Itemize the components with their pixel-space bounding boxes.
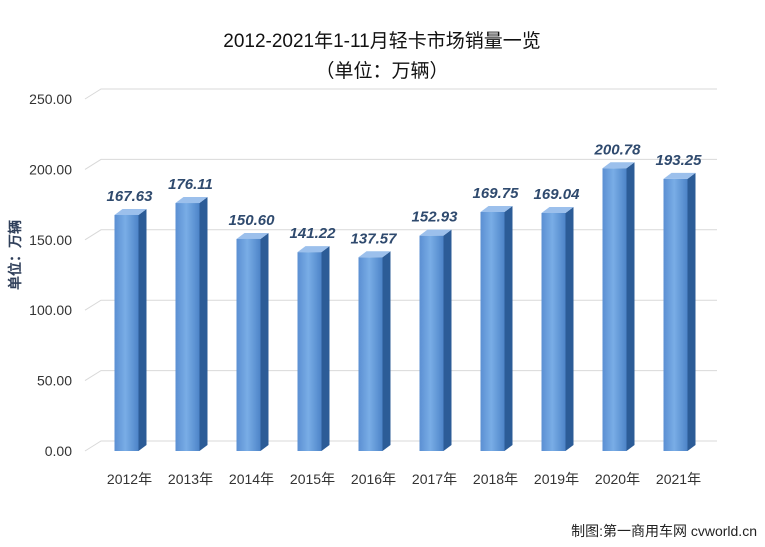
bar bbox=[236, 232, 269, 451]
y-tick-label: 200.00 bbox=[29, 161, 72, 177]
bar-top-face bbox=[480, 205, 513, 212]
bar bbox=[175, 197, 208, 451]
data-label: 193.25 bbox=[656, 152, 703, 169]
bar-front-face bbox=[358, 257, 383, 451]
y-tick-label: 250.00 bbox=[29, 91, 72, 107]
y-tick-label: 150.00 bbox=[29, 232, 72, 248]
y-axis-label: 单位：万辆 bbox=[7, 220, 23, 290]
bar-series bbox=[114, 162, 696, 452]
bar-front-face bbox=[541, 212, 566, 451]
bar-side-face bbox=[443, 229, 452, 451]
bar-front-face bbox=[480, 211, 505, 451]
bar-front-face bbox=[602, 168, 627, 451]
bar-top-face bbox=[297, 246, 330, 253]
data-labels: 167.63 176.11 150.60 141.22 137.57 152.93 169.… bbox=[107, 141, 703, 247]
data-label: 150.60 bbox=[229, 212, 276, 229]
bar-top-face bbox=[602, 162, 635, 169]
x-tick-label: 2017年 bbox=[412, 471, 457, 487]
bar-top-face bbox=[358, 251, 391, 258]
x-tick-label: 2016年 bbox=[351, 471, 396, 487]
y-tick-label: 50.00 bbox=[37, 373, 72, 389]
data-label: 141.22 bbox=[290, 225, 337, 242]
bar-front-face bbox=[114, 214, 139, 451]
y-tick-label: 0.00 bbox=[45, 443, 72, 459]
y-tick-label: 100.00 bbox=[29, 302, 72, 318]
bar-side-face bbox=[260, 232, 269, 451]
gridline bbox=[84, 88, 717, 100]
x-tick-label: 2018年 bbox=[473, 471, 518, 487]
data-label: 200.78 bbox=[594, 141, 642, 158]
bar bbox=[541, 206, 574, 451]
source-note: 制图:第一商用车网 cvworld.cn bbox=[571, 523, 757, 539]
data-label: 152.93 bbox=[412, 209, 459, 226]
x-tick-label: 2019年 bbox=[534, 471, 579, 487]
x-tick-label: 2020年 bbox=[595, 471, 640, 487]
bar-front-face bbox=[236, 238, 261, 451]
data-label: 169.04 bbox=[534, 186, 581, 203]
bar-side-face bbox=[687, 172, 696, 452]
data-label: 169.75 bbox=[473, 185, 520, 202]
gridline bbox=[84, 158, 717, 170]
bar-side-face bbox=[626, 162, 635, 451]
bar-side-face bbox=[199, 197, 208, 451]
bar-side-face bbox=[504, 205, 513, 451]
bar-front-face bbox=[175, 203, 200, 451]
bar-top-face bbox=[663, 172, 696, 179]
bar-side-face bbox=[138, 208, 147, 451]
data-label: 176.11 bbox=[168, 176, 213, 193]
chart-title: 2012-2021年1-11月轻卡市场销量一览 bbox=[223, 30, 540, 52]
bar bbox=[480, 205, 513, 451]
bar-front-face bbox=[663, 178, 688, 452]
bar bbox=[602, 162, 635, 451]
x-tick-label: 2014年 bbox=[229, 471, 274, 487]
data-label: 167.63 bbox=[107, 188, 154, 205]
y-axis-ticks: 0.00 50.00 100.00 150.00 200.00 250.00 bbox=[29, 91, 72, 459]
bar bbox=[297, 246, 330, 451]
x-tick-label: 2021年 bbox=[656, 471, 701, 487]
bar bbox=[114, 208, 147, 451]
x-axis-ticks: 2012年 2013年 2014年 2015年 2016年 2017年 2018年 2019年… bbox=[107, 471, 701, 487]
bar-front-face bbox=[419, 235, 444, 451]
bar bbox=[419, 229, 452, 451]
bar-side-face bbox=[382, 251, 391, 451]
x-tick-label: 2012年 bbox=[107, 471, 152, 487]
bar-top-face bbox=[541, 206, 574, 213]
bar-front-face bbox=[297, 252, 322, 451]
x-tick-label: 2015年 bbox=[290, 471, 335, 487]
bar-side-face bbox=[565, 206, 574, 451]
x-tick-label: 2013年 bbox=[168, 471, 213, 487]
bar bbox=[663, 172, 696, 452]
bar-side-face bbox=[321, 246, 330, 451]
chart-subtitle: （单位：万辆） bbox=[315, 60, 448, 82]
bar-top-face bbox=[175, 197, 208, 204]
bar-top-face bbox=[114, 208, 147, 215]
bar bbox=[358, 251, 391, 451]
bar-top-face bbox=[419, 229, 452, 236]
data-label: 137.57 bbox=[351, 230, 398, 247]
bar-top-face bbox=[236, 232, 269, 239]
